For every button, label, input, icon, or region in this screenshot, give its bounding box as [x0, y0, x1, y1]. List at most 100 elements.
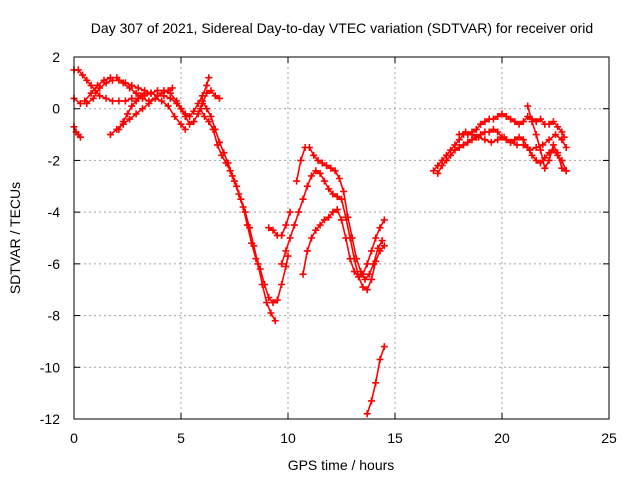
- data-point: [477, 120, 485, 128]
- data-point: [359, 270, 367, 278]
- data-point: [539, 141, 547, 149]
- data-point: [532, 156, 540, 164]
- data-point: [355, 273, 363, 281]
- data-point: [554, 123, 562, 131]
- data-point: [348, 234, 356, 242]
- data-point: [83, 76, 91, 84]
- data-point: [331, 167, 339, 175]
- data-point: [500, 133, 508, 141]
- data-point: [327, 164, 335, 172]
- data-point: [545, 120, 553, 128]
- data-point: [254, 260, 262, 268]
- data-point: [481, 136, 489, 144]
- data-point: [528, 151, 536, 159]
- data-point: [541, 164, 549, 172]
- data-point: [211, 125, 219, 133]
- data-point: [363, 286, 371, 294]
- data-point: [528, 118, 536, 126]
- data-point: [333, 193, 341, 201]
- data-point: [303, 182, 311, 190]
- y-tick-label: -12: [40, 411, 60, 427]
- data-point: [278, 231, 286, 239]
- data-point: [106, 131, 114, 139]
- data-point: [475, 133, 482, 141]
- data-point: [207, 87, 215, 95]
- series-arc-13: [363, 343, 388, 418]
- data-point: [353, 255, 360, 263]
- data-point: [299, 195, 307, 203]
- data-point: [468, 131, 476, 139]
- data-point: [132, 97, 140, 105]
- data-point: [380, 242, 388, 250]
- data-point: [305, 144, 313, 151]
- y-tick-label: -2: [48, 152, 61, 168]
- data-point: [455, 144, 463, 151]
- data-point: [489, 115, 497, 123]
- data-point: [340, 188, 348, 195]
- data-point: [447, 151, 455, 159]
- series-line: [267, 211, 291, 237]
- data-point: [372, 234, 380, 242]
- data-point: [263, 299, 271, 307]
- data-point: [376, 356, 384, 363]
- data-point: [519, 141, 527, 149]
- data-point: [194, 100, 202, 107]
- x-tick-label: 0: [70, 430, 78, 446]
- data-point: [537, 115, 544, 123]
- data-point: [562, 144, 570, 151]
- data-point: [186, 113, 194, 120]
- data-point: [147, 89, 155, 97]
- data-point: [190, 118, 198, 126]
- data-point: [511, 136, 519, 144]
- data-point: [271, 317, 279, 325]
- data-point: [376, 224, 384, 232]
- data-point: [237, 195, 245, 203]
- data-point: [372, 379, 380, 387]
- data-point: [532, 144, 540, 151]
- data-point: [378, 237, 386, 245]
- data-point: [299, 270, 307, 278]
- data-point: [374, 244, 382, 252]
- data-point: [207, 113, 215, 120]
- data-point: [498, 110, 506, 118]
- plot-frame: [73, 56, 610, 420]
- data-point: [198, 97, 206, 105]
- data-point: [233, 182, 241, 190]
- data-point: [74, 66, 82, 74]
- data-point: [494, 128, 502, 136]
- data-point: [338, 195, 345, 203]
- data-point: [308, 234, 315, 242]
- data-point: [502, 113, 510, 120]
- data-point: [494, 136, 502, 144]
- data-point: [312, 167, 320, 175]
- data-point: [342, 234, 350, 242]
- data-point: [246, 224, 253, 232]
- series-arc-7: [196, 105, 292, 307]
- data-point: [507, 115, 515, 123]
- data-point: [194, 110, 202, 118]
- data-point: [325, 185, 333, 193]
- data-point: [297, 156, 305, 164]
- data-point: [363, 410, 371, 418]
- data-point: [511, 118, 519, 126]
- data-point: [196, 105, 204, 113]
- data-point: [201, 113, 208, 120]
- data-point: [141, 89, 149, 97]
- data-point: [344, 213, 352, 221]
- data-point: [186, 120, 194, 128]
- data-point: [312, 226, 320, 234]
- data-point: [284, 252, 292, 260]
- series-arc-17: [524, 102, 570, 175]
- data-point: [549, 141, 557, 149]
- data-point: [181, 125, 189, 133]
- data-point: [438, 162, 446, 170]
- data-point: [282, 221, 290, 229]
- data-point: [113, 74, 121, 82]
- data-point: [171, 113, 179, 120]
- data-point: [124, 110, 131, 118]
- data-point: [481, 118, 489, 126]
- data-point: [164, 102, 172, 110]
- series-arc-6: [115, 89, 149, 133]
- x-tick-label: 5: [177, 430, 185, 446]
- data-point: [102, 94, 110, 102]
